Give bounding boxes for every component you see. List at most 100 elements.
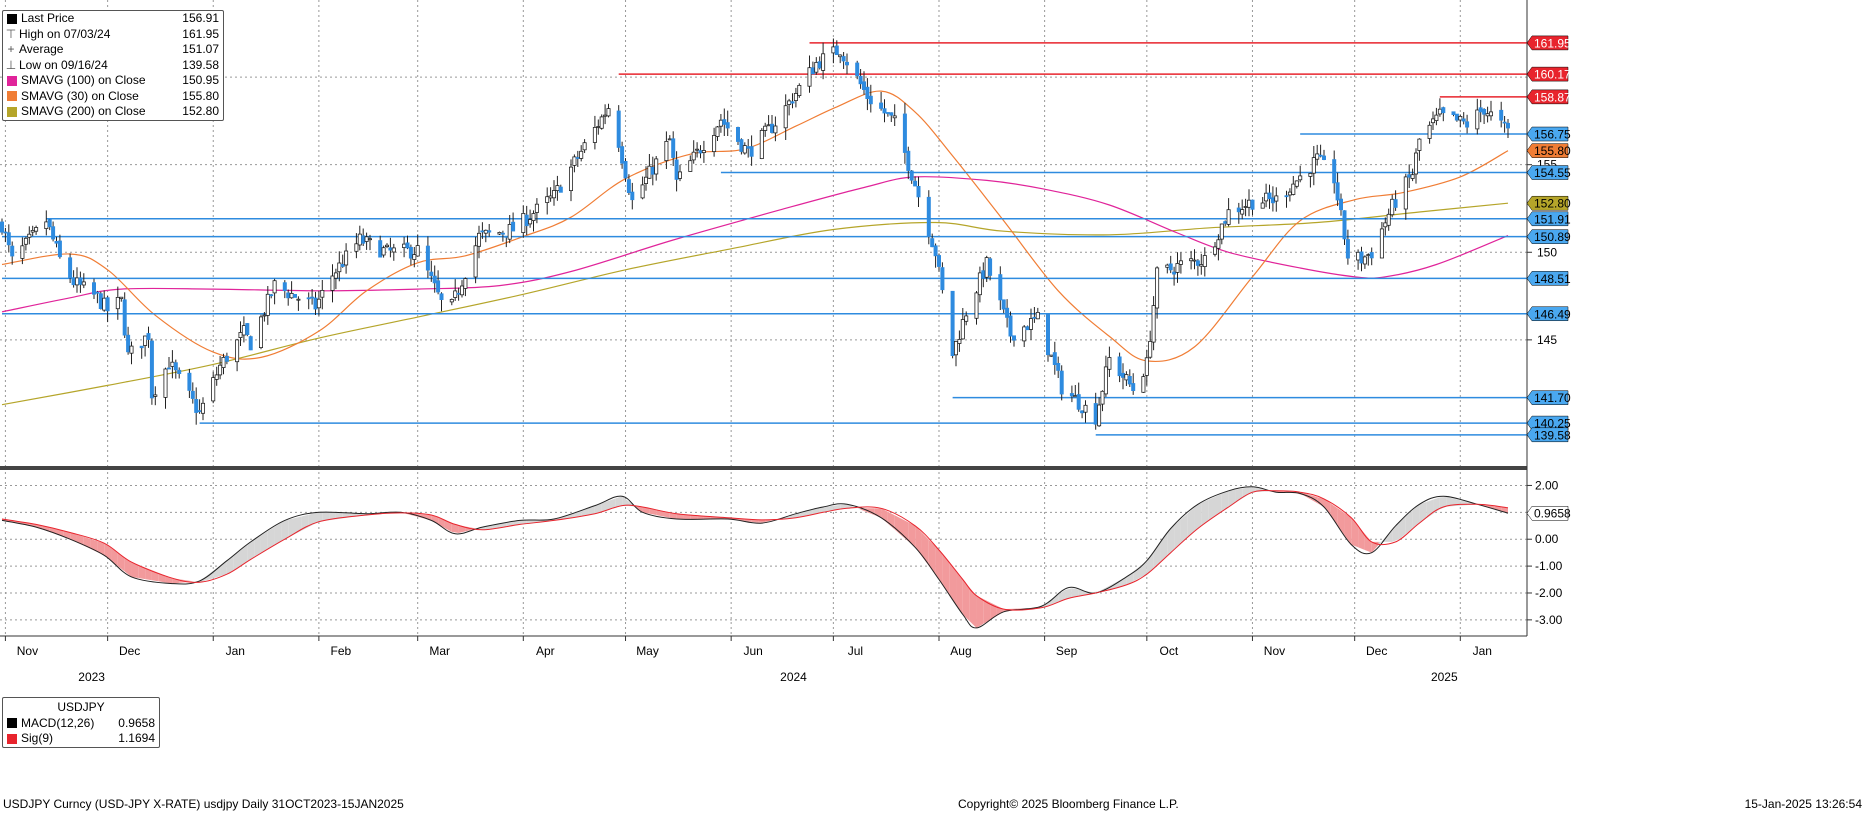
candle-body xyxy=(739,139,744,152)
legend-swatch xyxy=(7,718,17,729)
macd-histogram-fill xyxy=(1174,519,1181,550)
macd-histogram-fill xyxy=(1235,488,1243,503)
macd-histogram-fill xyxy=(1051,594,1059,605)
candle-body xyxy=(1216,239,1221,249)
candle-body xyxy=(1022,326,1027,342)
legend-row: Last Price 156.91 xyxy=(3,11,223,27)
candle-body xyxy=(367,238,372,241)
macd-histogram-fill xyxy=(295,516,302,534)
candle-body xyxy=(1165,264,1170,268)
macd-histogram-fill xyxy=(1208,496,1215,522)
x-year-label: 2025 xyxy=(1431,670,1458,684)
candle-body xyxy=(528,219,533,225)
candle-body xyxy=(701,150,706,153)
macd-legend: USDJPY MACD(12,26) 0.9658 Sig(9) 1.1694 xyxy=(2,697,160,748)
candle-body xyxy=(1475,109,1480,130)
candle-body xyxy=(916,185,921,198)
price-tag: 154.55 xyxy=(1526,165,1571,180)
candle-body xyxy=(78,277,83,285)
macd-histogram-fill xyxy=(1412,504,1420,529)
candle-body xyxy=(378,240,383,258)
macd-histogram-fill xyxy=(1071,588,1079,598)
candle-body xyxy=(572,156,577,166)
macd-histogram-fill xyxy=(1385,529,1393,542)
legend-value: 150.95 xyxy=(182,73,219,87)
candle-body xyxy=(23,237,28,245)
macd-histogram-fill xyxy=(1024,607,1031,609)
candle-body xyxy=(436,280,441,293)
price-tag-label: 139.58 xyxy=(1534,428,1571,442)
candle-body xyxy=(415,245,420,257)
price-tag: 139.58 xyxy=(1526,427,1571,442)
macd-legend-row: Sig(9) 1.1694 xyxy=(3,731,159,747)
axes: 1451501552.001.000.00-1.00-2.00-3.00NovD… xyxy=(0,0,1563,684)
price-tag: 141.70 xyxy=(1526,390,1571,405)
candle-body xyxy=(545,196,550,203)
macd-legend-row: MACD(12,26) 0.9658 xyxy=(3,716,159,732)
macd-y-tick-label: 2.00 xyxy=(1535,478,1559,492)
candle-body xyxy=(258,316,263,348)
legend-label: SMAVG (200) on Close xyxy=(21,104,146,118)
candle-body xyxy=(1458,116,1463,121)
candle-body xyxy=(913,180,918,187)
macd-histogram-fill xyxy=(124,557,132,577)
candle-body xyxy=(879,102,884,109)
candle-body xyxy=(1243,206,1248,208)
candle-body xyxy=(163,368,168,398)
candle-body xyxy=(1485,113,1490,117)
macd-histogram-fill xyxy=(594,503,602,514)
candle-body xyxy=(902,113,907,153)
macd-histogram-fill xyxy=(676,513,684,520)
candle-body xyxy=(177,369,182,374)
candle-body xyxy=(292,293,297,298)
macd-histogram-fill xyxy=(881,508,888,524)
x-year-label: 2023 xyxy=(78,670,105,684)
candle-body xyxy=(960,319,965,340)
candle-body xyxy=(265,293,270,316)
price-tag: 0.9658 xyxy=(1526,505,1571,521)
candle-body xyxy=(1199,264,1204,267)
macd-histogram-fill xyxy=(1419,501,1427,524)
footer-source: USDJPY Curncy (USD-JPY X-RATE) usdjpy Da… xyxy=(3,797,404,811)
candle-body xyxy=(1175,263,1180,273)
candle-body xyxy=(654,158,659,175)
candle-body xyxy=(626,179,631,194)
candle-body xyxy=(1121,372,1126,378)
macd-histogram-fill xyxy=(976,595,984,628)
price-tag-label: 161.95 xyxy=(1534,36,1571,50)
macd-histogram-fill xyxy=(1324,498,1331,517)
candle-body xyxy=(678,171,683,179)
candle-body xyxy=(1390,198,1395,216)
macd-histogram-fill xyxy=(213,565,221,579)
candle-body xyxy=(51,226,56,240)
candle-body xyxy=(194,398,199,413)
candle-body xyxy=(1172,271,1177,275)
candle-body xyxy=(1059,370,1064,395)
candle-body xyxy=(211,377,216,402)
macd-histogram-fill xyxy=(131,562,139,578)
macd-histogram-fill xyxy=(1426,499,1434,519)
candle-body xyxy=(783,105,788,129)
candle-body xyxy=(1093,403,1098,425)
candle-body xyxy=(187,372,192,391)
candle-body xyxy=(473,245,478,278)
candle-body xyxy=(381,247,386,256)
legend-high-icon: ⊤ xyxy=(5,26,17,41)
x-month-label: Sep xyxy=(1056,644,1078,658)
legend-row: SMAVG (30) on Close 155.80 xyxy=(3,89,223,105)
price-tag-bg xyxy=(1526,89,1569,105)
price-tag-bg xyxy=(1526,271,1569,286)
candle-body xyxy=(487,230,492,233)
candle-body xyxy=(245,323,250,336)
macd-histogram-fill xyxy=(901,518,909,542)
price-tag: 146.49 xyxy=(1526,306,1571,321)
candle-body xyxy=(1035,311,1040,320)
candle-body xyxy=(412,254,417,260)
candle-body xyxy=(821,53,826,71)
macd-histogram-fill xyxy=(260,531,268,554)
x-month-label: May xyxy=(636,644,659,658)
macd-histogram-fill xyxy=(254,535,261,558)
macd-histogram-fill xyxy=(1358,525,1365,550)
macd-histogram-fill xyxy=(983,599,991,624)
macd-y-tick-label: -2.00 xyxy=(1535,586,1563,600)
